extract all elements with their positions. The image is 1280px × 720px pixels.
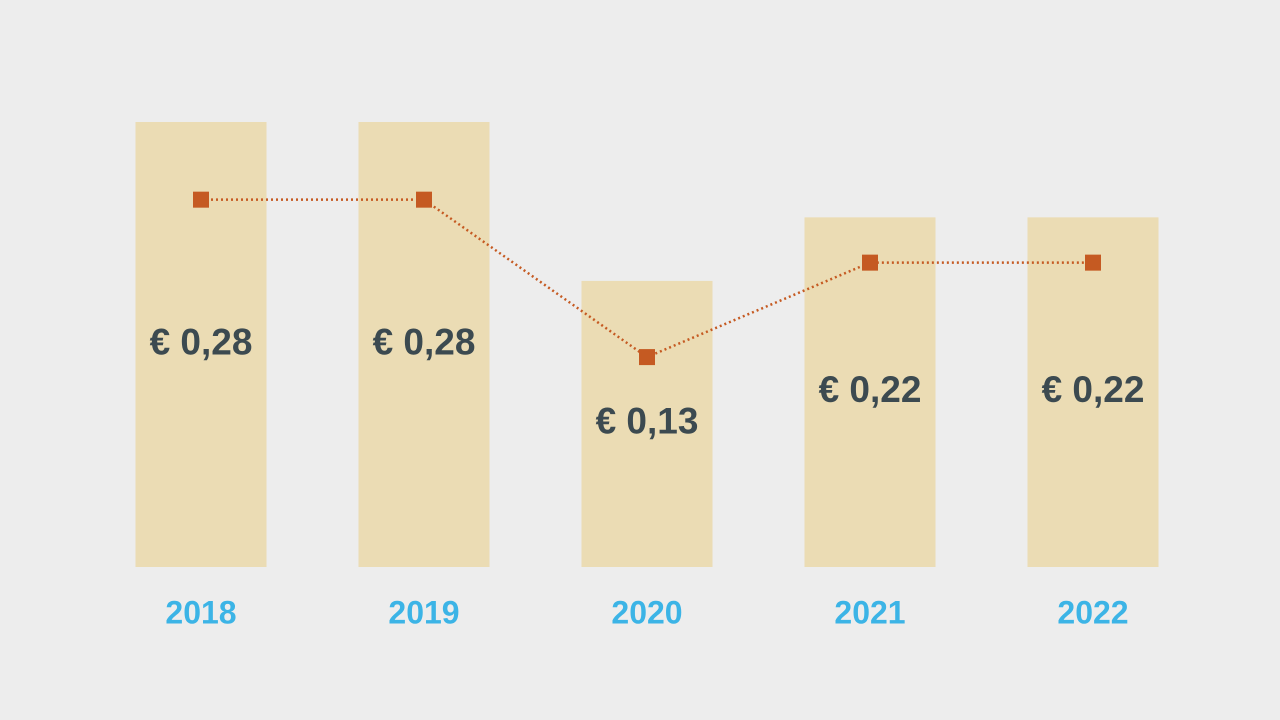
line-marker [639, 349, 655, 366]
value-label: € 0,28 [373, 321, 476, 362]
bar [581, 280, 713, 567]
x-tick-label: 2021 [834, 594, 905, 630]
line-marker [862, 254, 878, 271]
value-label: € 0,22 [819, 369, 922, 410]
x-tick-label: 2022 [1057, 594, 1128, 630]
value-label: € 0,22 [1042, 369, 1145, 410]
bar [1027, 217, 1159, 567]
bar [804, 217, 936, 567]
value-label: € 0,13 [596, 401, 699, 442]
x-tick-label: 2019 [388, 594, 459, 630]
x-tick-label: 2018 [165, 594, 236, 630]
x-tick-label: 2020 [611, 594, 682, 630]
line-marker [193, 191, 209, 208]
line-marker [1085, 254, 1101, 271]
line-marker [416, 191, 432, 208]
value-label: € 0,28 [150, 321, 253, 362]
